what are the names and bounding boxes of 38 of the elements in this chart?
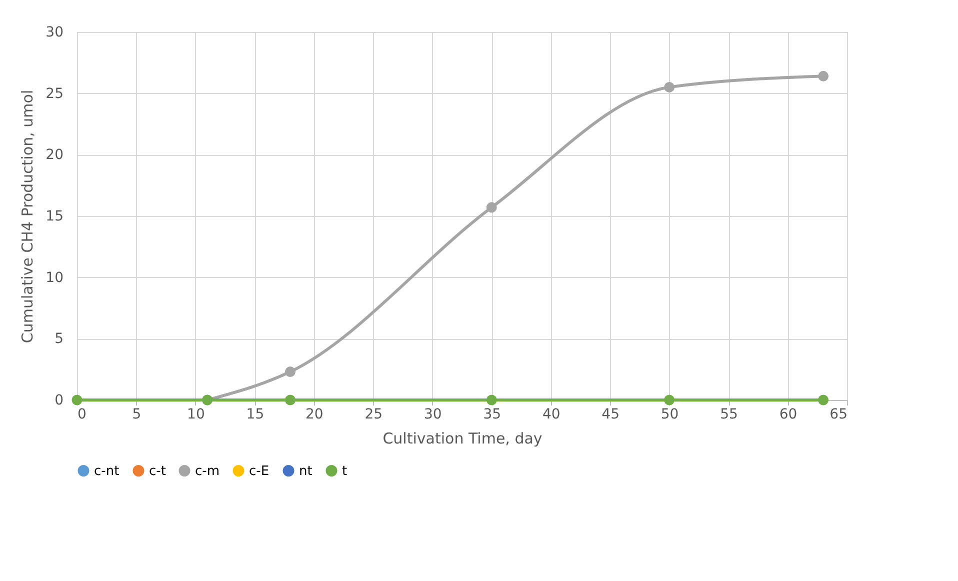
x-tick-label: 5 [132, 406, 142, 422]
point [486, 394, 497, 406]
y-tick-label: 10 [46, 270, 64, 286]
y-axis-title: Cumulative CH4 Production, umol [18, 90, 37, 344]
legend-label: t [342, 464, 348, 479]
x-tick-label: 25 [364, 406, 383, 422]
y-tick-label: 25 [46, 86, 64, 102]
point [664, 394, 675, 406]
point [818, 394, 829, 406]
x-tick-label: 35 [483, 406, 502, 422]
y-tick-label: 15 [46, 208, 64, 224]
x-tick-label: 0 [78, 406, 86, 422]
legend-label: c-E [249, 464, 270, 479]
x-tick-label: 60 [779, 406, 798, 422]
legend-label: nt [299, 464, 312, 479]
x-tick-label: 10 [187, 406, 205, 422]
point [486, 202, 497, 213]
point [284, 394, 296, 406]
point [664, 82, 675, 92]
point [284, 366, 296, 378]
x-tick-label: 40 [542, 406, 560, 422]
legend-label: c-nt [94, 464, 120, 479]
y-tick-label: 0 [54, 392, 64, 408]
x-axis-title: Cultivation Time, day [382, 430, 542, 448]
y-tick-label: 20 [46, 147, 64, 164]
x-tick-label: 65 [830, 406, 848, 422]
x-tick-label: 50 [660, 406, 679, 422]
x-tick-label: 20 [306, 406, 324, 422]
point [818, 70, 829, 82]
x-tick-label: 15 [246, 406, 264, 422]
x-tick-label: 30 [424, 406, 442, 422]
legend-label: c-t [149, 464, 166, 479]
y-tick-label: 30 [46, 24, 64, 40]
point [72, 394, 82, 406]
legend-label: c-m [195, 464, 220, 479]
y-tick-label: 5 [54, 331, 64, 348]
x-tick-label: 45 [602, 406, 620, 422]
x-tick-label: 55 [720, 406, 738, 422]
